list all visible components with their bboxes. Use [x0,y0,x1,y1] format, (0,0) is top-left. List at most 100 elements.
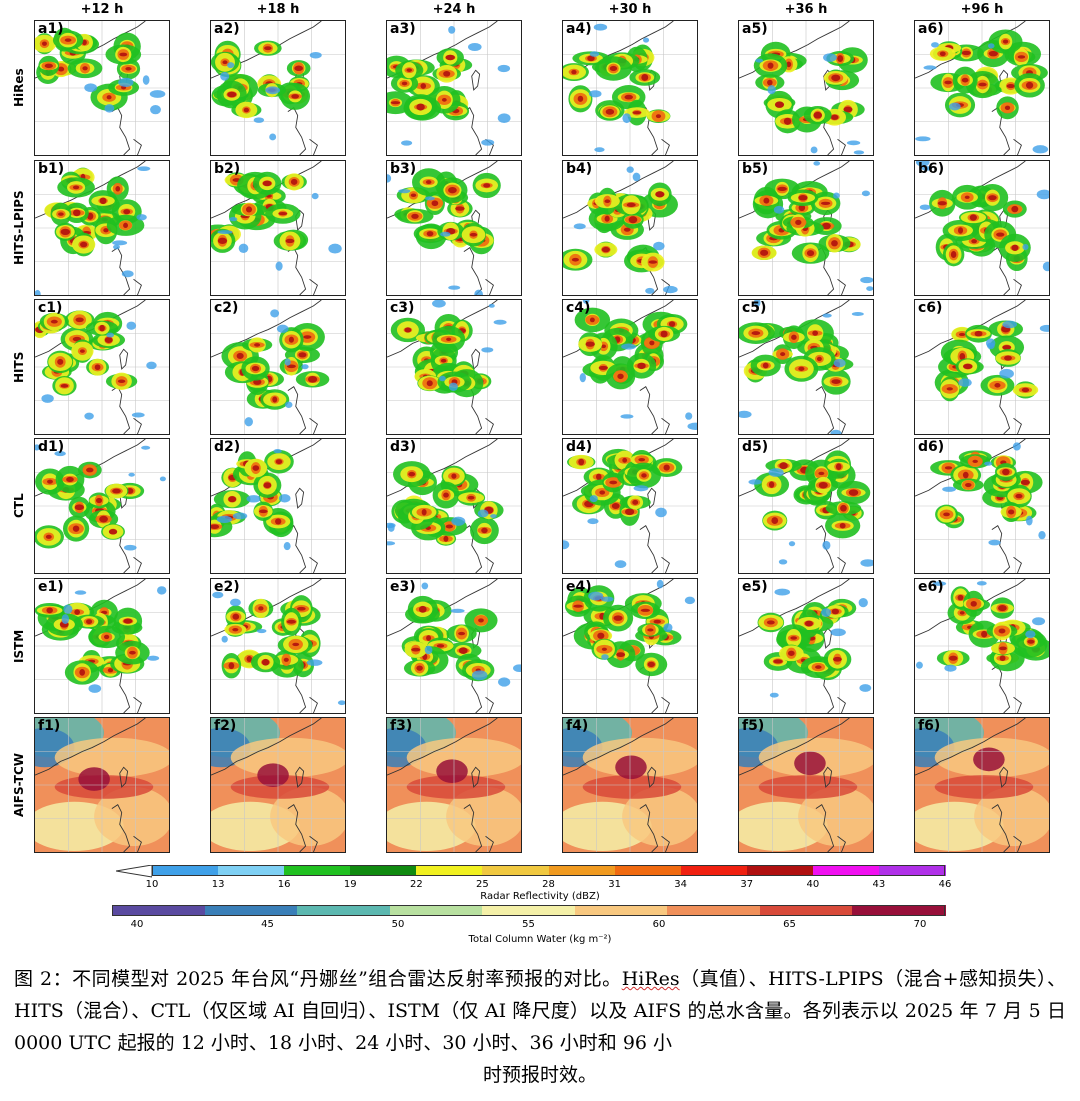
radar-echo [232,613,240,620]
radar-echo [298,352,307,358]
radar-echo [783,117,792,125]
map-panel: d3) [386,438,522,574]
radar-echo [245,206,253,213]
radar-echo-weak [217,230,233,235]
map-panel: a2) [210,20,346,156]
radar-echo-weak [579,373,586,383]
map-panel: c1) [34,299,170,435]
panel-label: a2) [214,21,240,37]
radar-echo [763,197,770,204]
radar-echo-weak [432,300,446,308]
tcw-region [758,775,858,799]
radar-echo [123,222,129,228]
colorbar-tick-label: 31 [608,879,621,890]
radar-echo [815,665,822,669]
radar-echo-weak [663,285,678,294]
radar-echo-weak [1039,324,1049,332]
radar-echo [760,249,769,256]
map-panel: d6) [914,438,1050,574]
map-panel: c5) [738,299,874,435]
colorbar-tick-label: 40 [806,879,820,890]
tcw-region [974,786,1049,847]
colorbar-tick-label: 65 [783,919,796,930]
radar-echo [286,364,296,369]
panel-label: f6) [918,718,941,734]
column-header: +12 h [80,2,124,17]
radar-echo-weak [985,338,996,348]
radar-echo-weak [739,410,752,419]
row-label: CTL [12,493,26,519]
radar-echo [957,594,964,601]
radar-echo-weak [1002,320,1018,329]
radar-echo [831,608,840,615]
philippines-outline [111,107,142,155]
radar-echo [445,54,455,61]
radar-echo-weak [387,174,392,183]
radar-echo-weak [448,285,461,290]
panel-label: f1) [38,718,61,734]
radar-echo-weak [588,90,602,98]
radar-echo-weak [216,515,233,524]
radar-echo-weak [278,494,291,503]
taiwan-outline [119,766,129,788]
radar-echo-weak [653,241,665,251]
tcw-region [406,737,521,778]
radar-echo [791,334,797,340]
radar-echo-weak [149,90,166,98]
radar-echo [597,632,605,639]
radar-echo [965,482,972,488]
philippines-outline [463,107,494,155]
radar-echo-weak [813,161,821,166]
radar-echo-weak [915,661,923,669]
radar-echo [663,464,670,471]
map-panel: a5) [738,20,874,156]
philippines-outline [287,247,318,295]
radar-echo-weak [448,26,456,34]
radar-echo-weak [988,539,1001,546]
radar-echo-weak [931,42,939,48]
colorbar-tick-label: 60 [652,919,666,930]
figure-caption: 图 2：不同模型对 2025 年台风“丹娜丝”组合雷达反射率预报的对比。HiRe… [14,963,1066,1091]
radar-echo-weak [919,204,931,210]
philippines-outline [287,804,318,852]
radar-echo-weak [113,244,120,250]
radar-echo [655,114,662,119]
radar-echo [307,375,318,383]
colorbar-segment [878,865,946,876]
radar-echo [291,94,299,99]
radar-echo [426,635,432,641]
column-header: +36 h [784,2,828,17]
panel-label: a1) [38,21,64,37]
radar-echo [99,197,107,205]
panel-label: f2) [214,718,237,734]
radar-echo-weak [284,401,293,408]
panel-label: e3) [390,579,416,595]
radar-echo [227,91,237,98]
column-header: +96 h [960,2,1004,17]
radar-echo [251,365,260,372]
radar-echo-weak [830,628,846,637]
radar-echo-weak [61,614,70,625]
colorbar-segment [284,865,352,876]
panel-label: c3) [390,300,415,316]
radar-echo-weak [246,495,261,503]
radar-echo-weak [84,412,94,420]
radar-echo [641,74,649,81]
radar-echo [64,38,72,42]
radar-echo-weak [136,214,147,221]
radar-echo-weak [822,540,831,550]
colorbar-segment [548,865,616,876]
panel-label: d6) [918,439,945,455]
radar-echo-weak [620,414,634,419]
radar-echo [1011,244,1019,251]
radar-echo [835,463,842,471]
radar-echo-weak [621,343,637,350]
radar-echo-weak [626,166,634,173]
radar-echo-weak [269,133,277,141]
row-label: HITS-LPIPS [12,190,26,266]
panel-label: b5) [742,161,769,177]
map-svg [211,439,345,573]
radar-echo [75,317,84,323]
radar-echo [82,66,88,71]
colorbar-segment [204,905,299,916]
